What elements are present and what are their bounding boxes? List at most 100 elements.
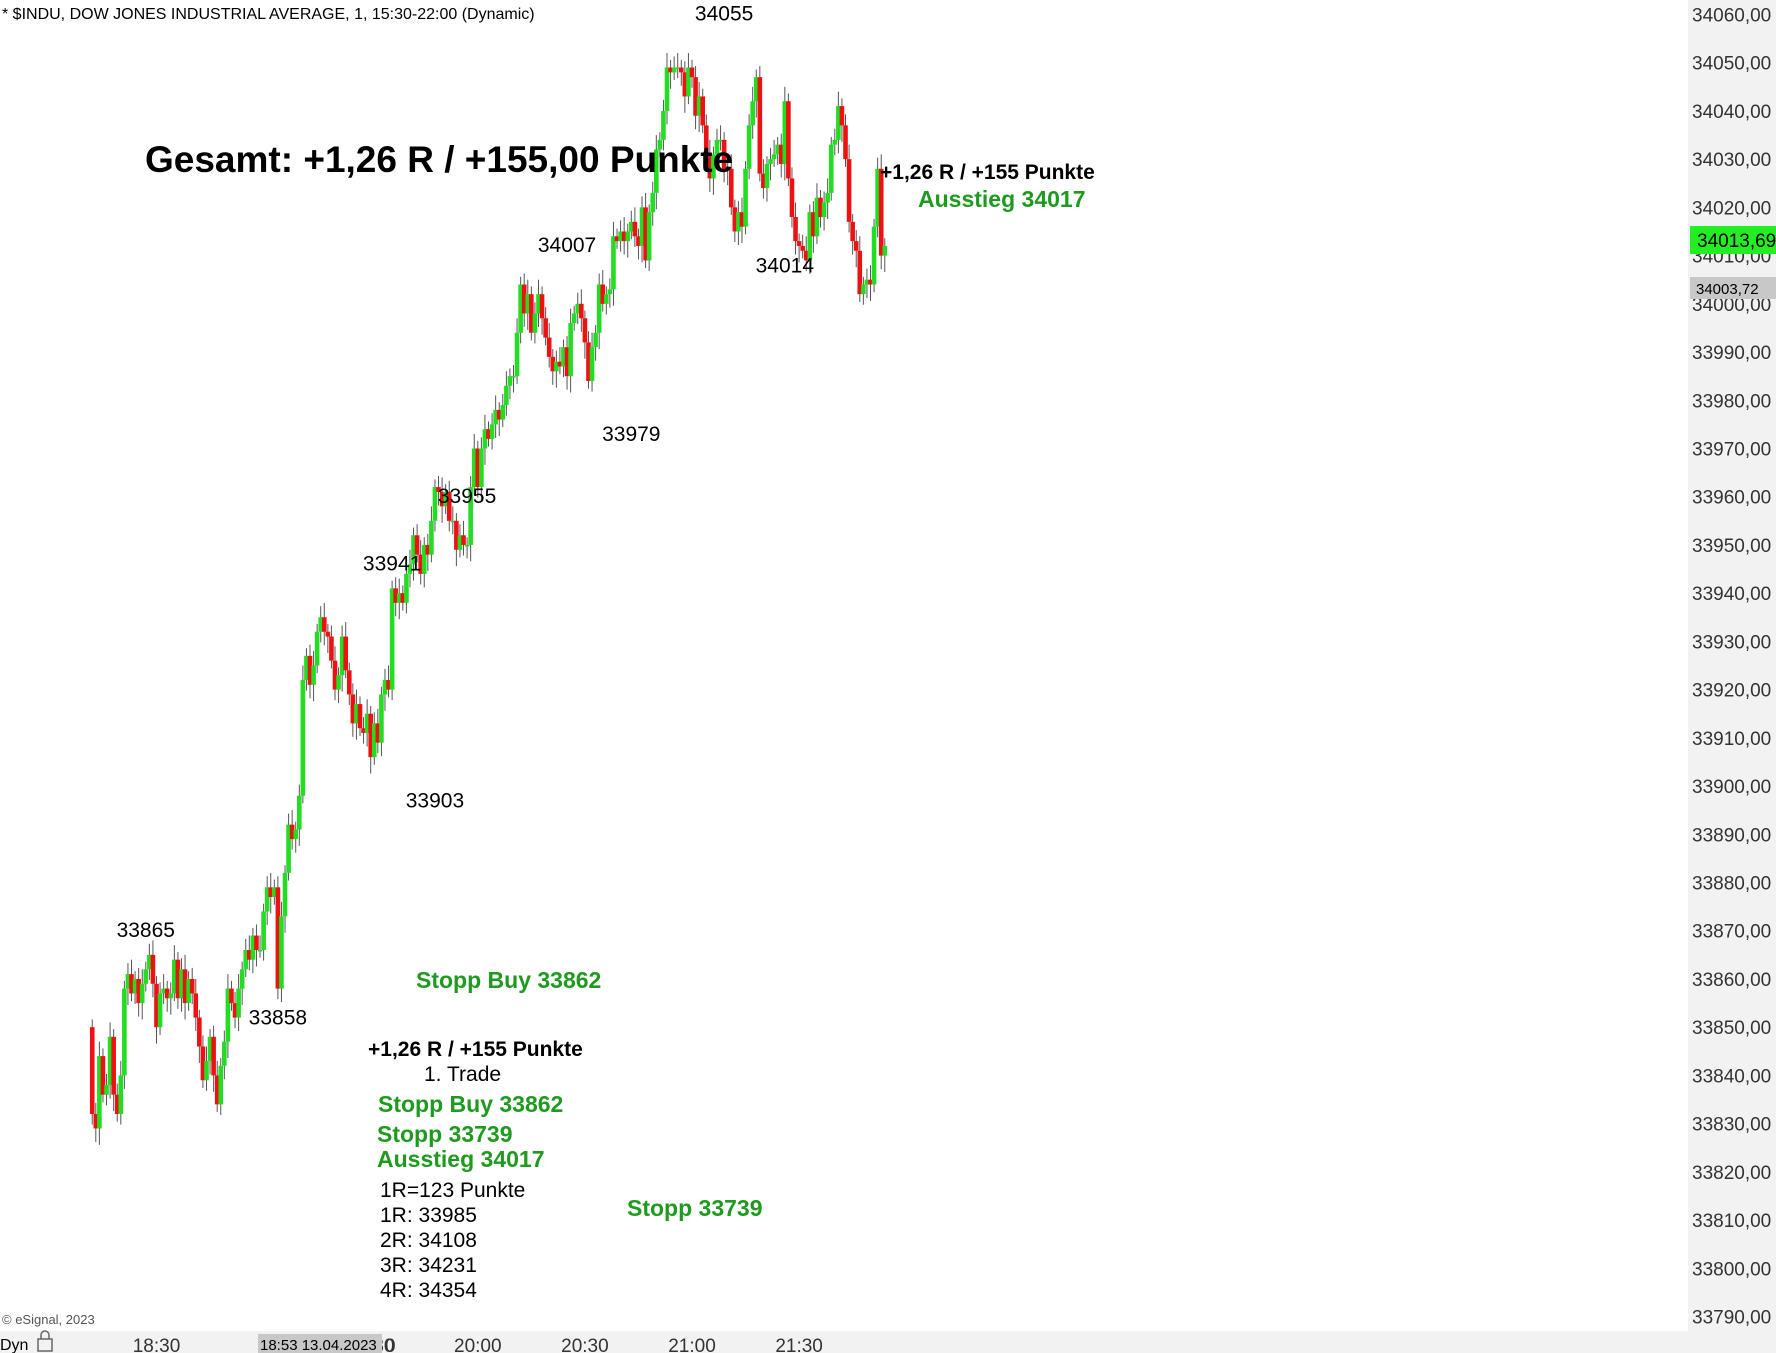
candle-body [129,974,134,994]
candle-body [739,212,745,227]
candle [646,204,652,272]
candle [711,146,716,195]
candle-body [639,207,645,246]
candle-body [518,284,523,333]
candle-body [100,1056,106,1095]
lock-icon[interactable] [37,1330,53,1352]
candle [172,945,177,1002]
top-exit-text: Ausstieg 34017 [918,186,1085,212]
dyn-label[interactable]: Dyn [0,1337,28,1353]
r-line-2: 1R: 33985 [380,1204,477,1227]
candle [750,86,755,139]
candle [793,202,798,255]
candle-body [657,139,663,150]
candle [211,1025,216,1092]
candle-body [132,978,138,994]
candle [782,86,788,181]
candle-body [803,250,809,261]
candle [161,974,166,1005]
candle [693,66,698,130]
price-tick-label: 34060,00 [1692,5,1771,26]
candle-body [364,713,370,734]
candle-body [164,988,170,999]
candle [461,520,466,556]
time-tick-label-partial: 0 [385,1336,396,1353]
candle-body [282,872,288,917]
candle [325,624,331,653]
candle [657,132,663,158]
candle-body [771,154,777,160]
price-tick-label: 34050,00 [1692,54,1771,75]
candle [457,524,463,558]
candle [582,310,588,359]
candle [446,480,452,532]
candle-body [646,212,652,261]
candle-body [878,168,884,256]
candle-body [421,544,427,574]
candle-body [407,564,413,574]
candle-body [761,173,766,189]
candle [525,279,531,330]
candle-body [254,935,259,951]
candle-body [197,1017,202,1047]
candle [114,1083,120,1122]
candle-body [425,544,431,555]
candle-body [600,284,606,304]
time-axis[interactable] [0,1331,1688,1353]
candle [850,214,855,255]
candle-body [357,704,363,729]
candle [382,668,388,711]
candle-body [289,824,295,840]
candle [536,279,541,327]
candle [814,183,820,245]
candle [539,286,545,335]
candle-body [272,887,277,897]
price-tick-label: 33840,00 [1692,1066,1771,1087]
candle-body [875,168,880,227]
candle [743,161,748,235]
candle [286,813,291,881]
candle [643,192,648,269]
candle [143,961,149,992]
candle [189,967,195,1005]
candle [300,665,306,804]
candle [275,876,281,1000]
reference-price-tag-text: 34003,72 [1696,281,1759,298]
candle-body [496,409,502,420]
candle [714,128,720,163]
candle-body [582,318,588,343]
r-line-1: 1R=123 Punkte [380,1179,525,1202]
candle-body [318,617,324,632]
candle [150,940,156,998]
candle [118,1060,124,1125]
price-axis[interactable] [1688,0,1776,1353]
price-tick-label: 33960,00 [1692,488,1771,509]
candle [875,157,880,238]
candle [407,549,413,588]
candle [786,93,791,187]
candle [554,350,559,388]
time-tick-label: 21:00 [668,1336,716,1353]
time-tick-label: 20:00 [454,1336,502,1353]
candle-body [321,617,327,632]
candle [318,606,324,643]
candle-body [686,67,691,97]
candle-body [507,376,513,386]
candle-body [207,1036,213,1061]
candle [771,139,777,167]
candle [632,207,638,247]
candle [204,1046,209,1091]
swing-price-label: 33903 [406,790,464,813]
swing-price-label: 34055 [695,3,753,26]
candle-body [386,679,391,690]
candle-body [671,67,677,73]
candle [671,56,677,81]
candle-body [614,236,620,242]
candle [857,236,863,302]
price-tick-label: 34020,00 [1692,198,1771,219]
candle-body [461,535,466,545]
candle-body [536,294,541,314]
candle-body [454,520,459,550]
